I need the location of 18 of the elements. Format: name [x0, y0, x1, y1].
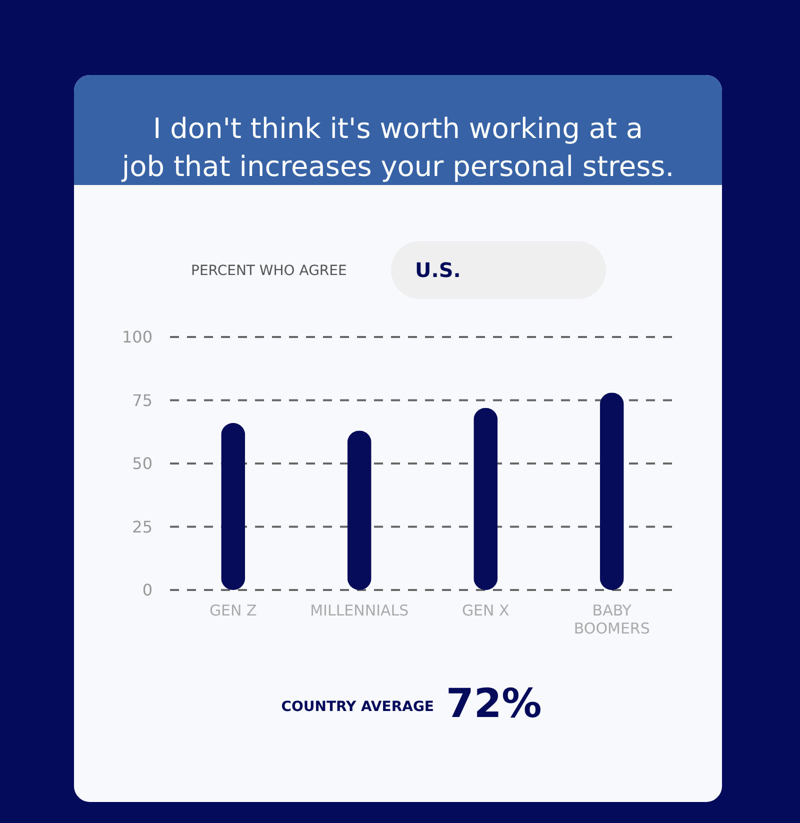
text: 72%	[446, 681, 542, 727]
y-tick-label: 0	[142, 580, 152, 600]
x-tick-label: MILLENNIALS	[310, 602, 409, 620]
y-tick-label: 25	[132, 517, 152, 536]
bar	[347, 430, 372, 590]
x-tick-label: GEN Z	[209, 602, 257, 620]
y-tick-label: 100	[122, 328, 152, 346]
text: COUNTRY AVERAGE	[281, 699, 434, 715]
y-axis-title: PERCENT WHO AGREE	[191, 263, 347, 279]
bar	[600, 392, 624, 590]
x-tick-label: BABY BOOMERS	[574, 602, 650, 638]
bar	[474, 408, 498, 590]
bar	[221, 423, 246, 590]
y-tick-label: 50	[132, 454, 152, 473]
x-tick-label: GEN X	[462, 602, 510, 620]
y-tick-label: 75	[132, 390, 152, 410]
text: U.S.	[415, 258, 461, 282]
chart-title: I don't think it's worth working at a job that increases your personal stress.	[120, 112, 674, 183]
